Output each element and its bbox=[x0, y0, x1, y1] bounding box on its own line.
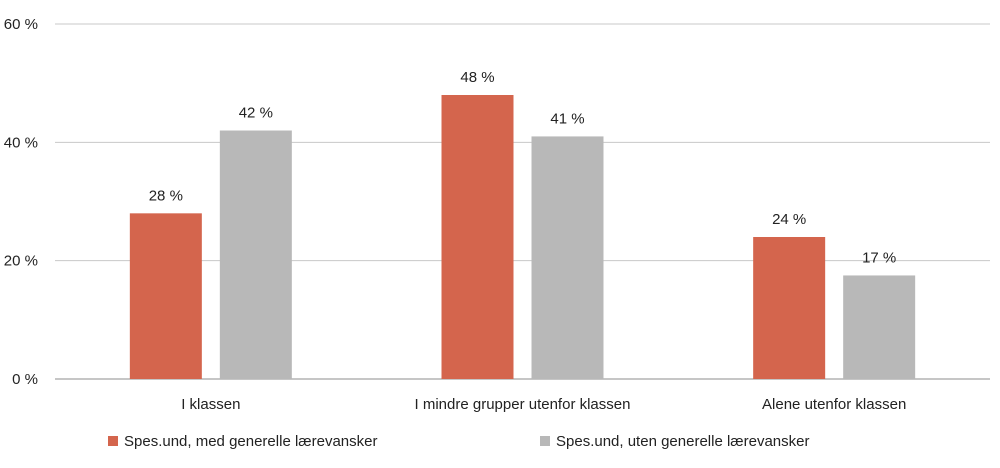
legend-label: Spes.und, uten generelle lærevansker bbox=[556, 433, 810, 450]
bars bbox=[129, 95, 916, 379]
data-label: 48 % bbox=[460, 69, 494, 86]
data-label: 17 % bbox=[862, 249, 896, 266]
legend: Spes.und, med generelle lærevansker Spes.… bbox=[108, 433, 810, 450]
data-label: 24 % bbox=[772, 211, 806, 228]
data-labels: 28 % 42 % 48 % 41 % 24 % 17 % bbox=[149, 69, 897, 266]
legend-label: Spes.und, med generelle lærevansker bbox=[124, 433, 377, 450]
bar bbox=[753, 237, 826, 379]
bar bbox=[129, 213, 202, 379]
bar bbox=[441, 95, 514, 379]
y-tick-label: 40 % bbox=[4, 134, 38, 151]
data-label: 28 % bbox=[149, 187, 183, 204]
gridlines bbox=[55, 23, 990, 380]
bar bbox=[843, 275, 916, 379]
y-axis-ticks: 0 % 20 % 40 % 60 % bbox=[4, 16, 38, 388]
y-tick-label: 60 % bbox=[4, 16, 38, 33]
legend-swatch bbox=[540, 436, 550, 446]
data-label: 42 % bbox=[239, 105, 273, 122]
x-tick-label: I klassen bbox=[181, 396, 240, 413]
x-axis-labels: I klassen I mindre grupper utenfor klasse… bbox=[181, 396, 906, 413]
x-tick-label: I mindre grupper utenfor klassen bbox=[415, 396, 631, 413]
y-tick-label: 0 % bbox=[12, 371, 38, 388]
x-tick-label: Alene utenfor klassen bbox=[762, 396, 906, 413]
y-tick-label: 20 % bbox=[4, 253, 38, 270]
bar bbox=[219, 130, 292, 379]
data-label: 41 % bbox=[550, 110, 584, 127]
legend-swatch bbox=[108, 436, 118, 446]
bar bbox=[531, 136, 604, 379]
